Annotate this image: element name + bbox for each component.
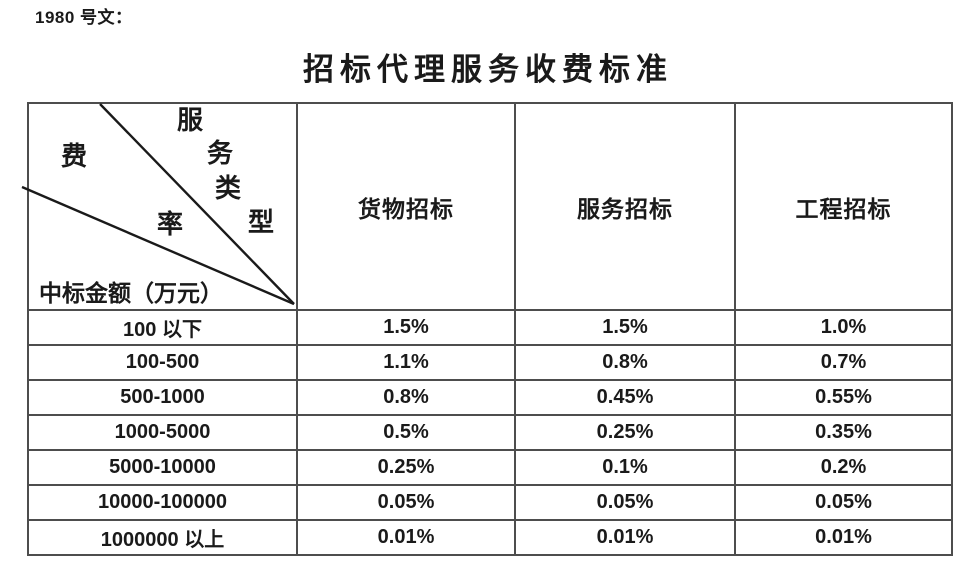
- table-row: 1000-5000 0.5% 0.25% 0.35%: [27, 414, 953, 451]
- page-title: 招标代理服务收费标准: [303, 52, 673, 87]
- rate-value-cell: 0.01%: [514, 519, 736, 556]
- amount-range-cell: 100 以下: [27, 309, 298, 346]
- rate-value-cell: 0.05%: [296, 484, 516, 521]
- corner-service-type-char: 务: [207, 139, 234, 168]
- amount-range-cell: 100-500: [27, 344, 298, 381]
- corner-service-type-char: 型: [248, 208, 275, 237]
- rate-value-cell: 0.8%: [296, 379, 516, 416]
- rate-value-cell: 0.01%: [296, 519, 516, 556]
- header-row: 服 务 类 型 费 率 中标金额（万元） 货物招标 服务招标 工程招标: [21, 102, 953, 311]
- rate-value-cell: 0.35%: [734, 414, 953, 451]
- rate-value-cell: 1.0%: [734, 309, 953, 346]
- corner-fee-rate-char: 费: [61, 142, 88, 171]
- rate-value-cell: 0.55%: [734, 379, 953, 416]
- rate-value-cell: 0.1%: [514, 449, 736, 486]
- amount-range-cell: 500-1000: [27, 379, 298, 416]
- amount-range-cell: 5000-10000: [27, 449, 298, 486]
- amount-range-cell: 10000-100000: [27, 484, 298, 521]
- table-row: 5000-10000 0.25% 0.1% 0.2%: [27, 449, 953, 486]
- rate-value-cell: 0.05%: [514, 484, 736, 521]
- doc-number-label: 1980 号文：: [35, 8, 133, 27]
- rate-value-cell: 0.2%: [734, 449, 953, 486]
- column-header-engineering-bidding: 工程招标: [734, 102, 953, 311]
- diagonal-divider-lines: [21, 103, 295, 306]
- rate-value-cell: 0.01%: [734, 519, 953, 556]
- corner-fee-rate-char: 率: [157, 210, 184, 239]
- corner-service-type-char: 类: [215, 174, 242, 203]
- table-row: 100-500 1.1% 0.8% 0.7%: [27, 344, 953, 381]
- rate-value-cell: 0.25%: [514, 414, 736, 451]
- column-header-goods-bidding: 货物招标: [296, 102, 516, 311]
- amount-range-cell: 1000000 以上: [27, 519, 298, 556]
- corner-service-type-char: 服: [177, 106, 204, 135]
- fee-table-body: 100 以下 1.5% 1.5% 1.0% 100-500 1.1% 0.8% 0.7% 500…: [27, 309, 953, 556]
- corner-amount-label: 中标金额（万元）: [39, 280, 223, 306]
- rate-value-cell: 0.05%: [734, 484, 953, 521]
- rate-value-cell: 0.8%: [514, 344, 736, 381]
- table-row: 1000000 以上 0.01% 0.01% 0.01%: [27, 519, 953, 556]
- rate-value-cell: 1.5%: [514, 309, 736, 346]
- table-row: 100 以下 1.5% 1.5% 1.0%: [27, 309, 953, 346]
- table-row: 10000-100000 0.05% 0.05% 0.05%: [27, 484, 953, 521]
- rate-value-cell: 0.25%: [296, 449, 516, 486]
- column-header-service-bidding: 服务招标: [514, 102, 736, 311]
- table-corner-cell: 服 务 类 型 费 率 中标金额（万元）: [21, 102, 298, 311]
- rate-value-cell: 0.45%: [514, 379, 736, 416]
- rate-value-cell: 1.1%: [296, 344, 516, 381]
- rate-value-cell: 0.5%: [296, 414, 516, 451]
- rate-value-cell: 0.7%: [734, 344, 953, 381]
- fee-table: 服 务 类 型 费 率 中标金额（万元） 货物招标 服务招标 工程招标 100 …: [21, 102, 953, 556]
- rate-value-cell: 1.5%: [296, 309, 516, 346]
- amount-range-cell: 1000-5000: [27, 414, 298, 451]
- table-row: 500-1000 0.8% 0.45% 0.55%: [27, 379, 953, 416]
